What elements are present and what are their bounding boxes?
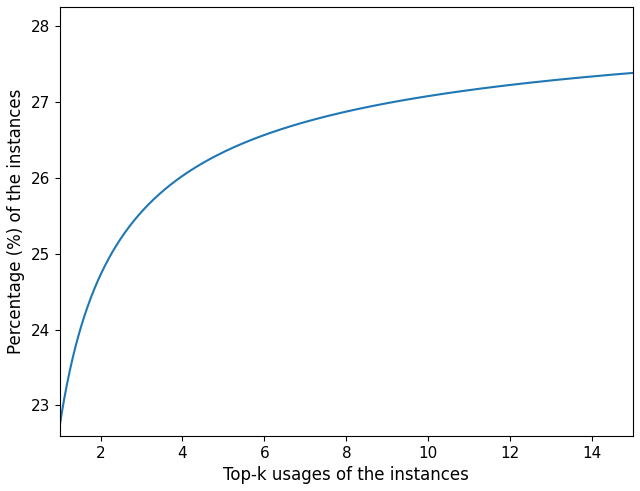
X-axis label: Top-k usages of the instances: Top-k usages of the instances [223,466,469,484]
Y-axis label: Percentage (%) of the instances: Percentage (%) of the instances [7,89,25,354]
